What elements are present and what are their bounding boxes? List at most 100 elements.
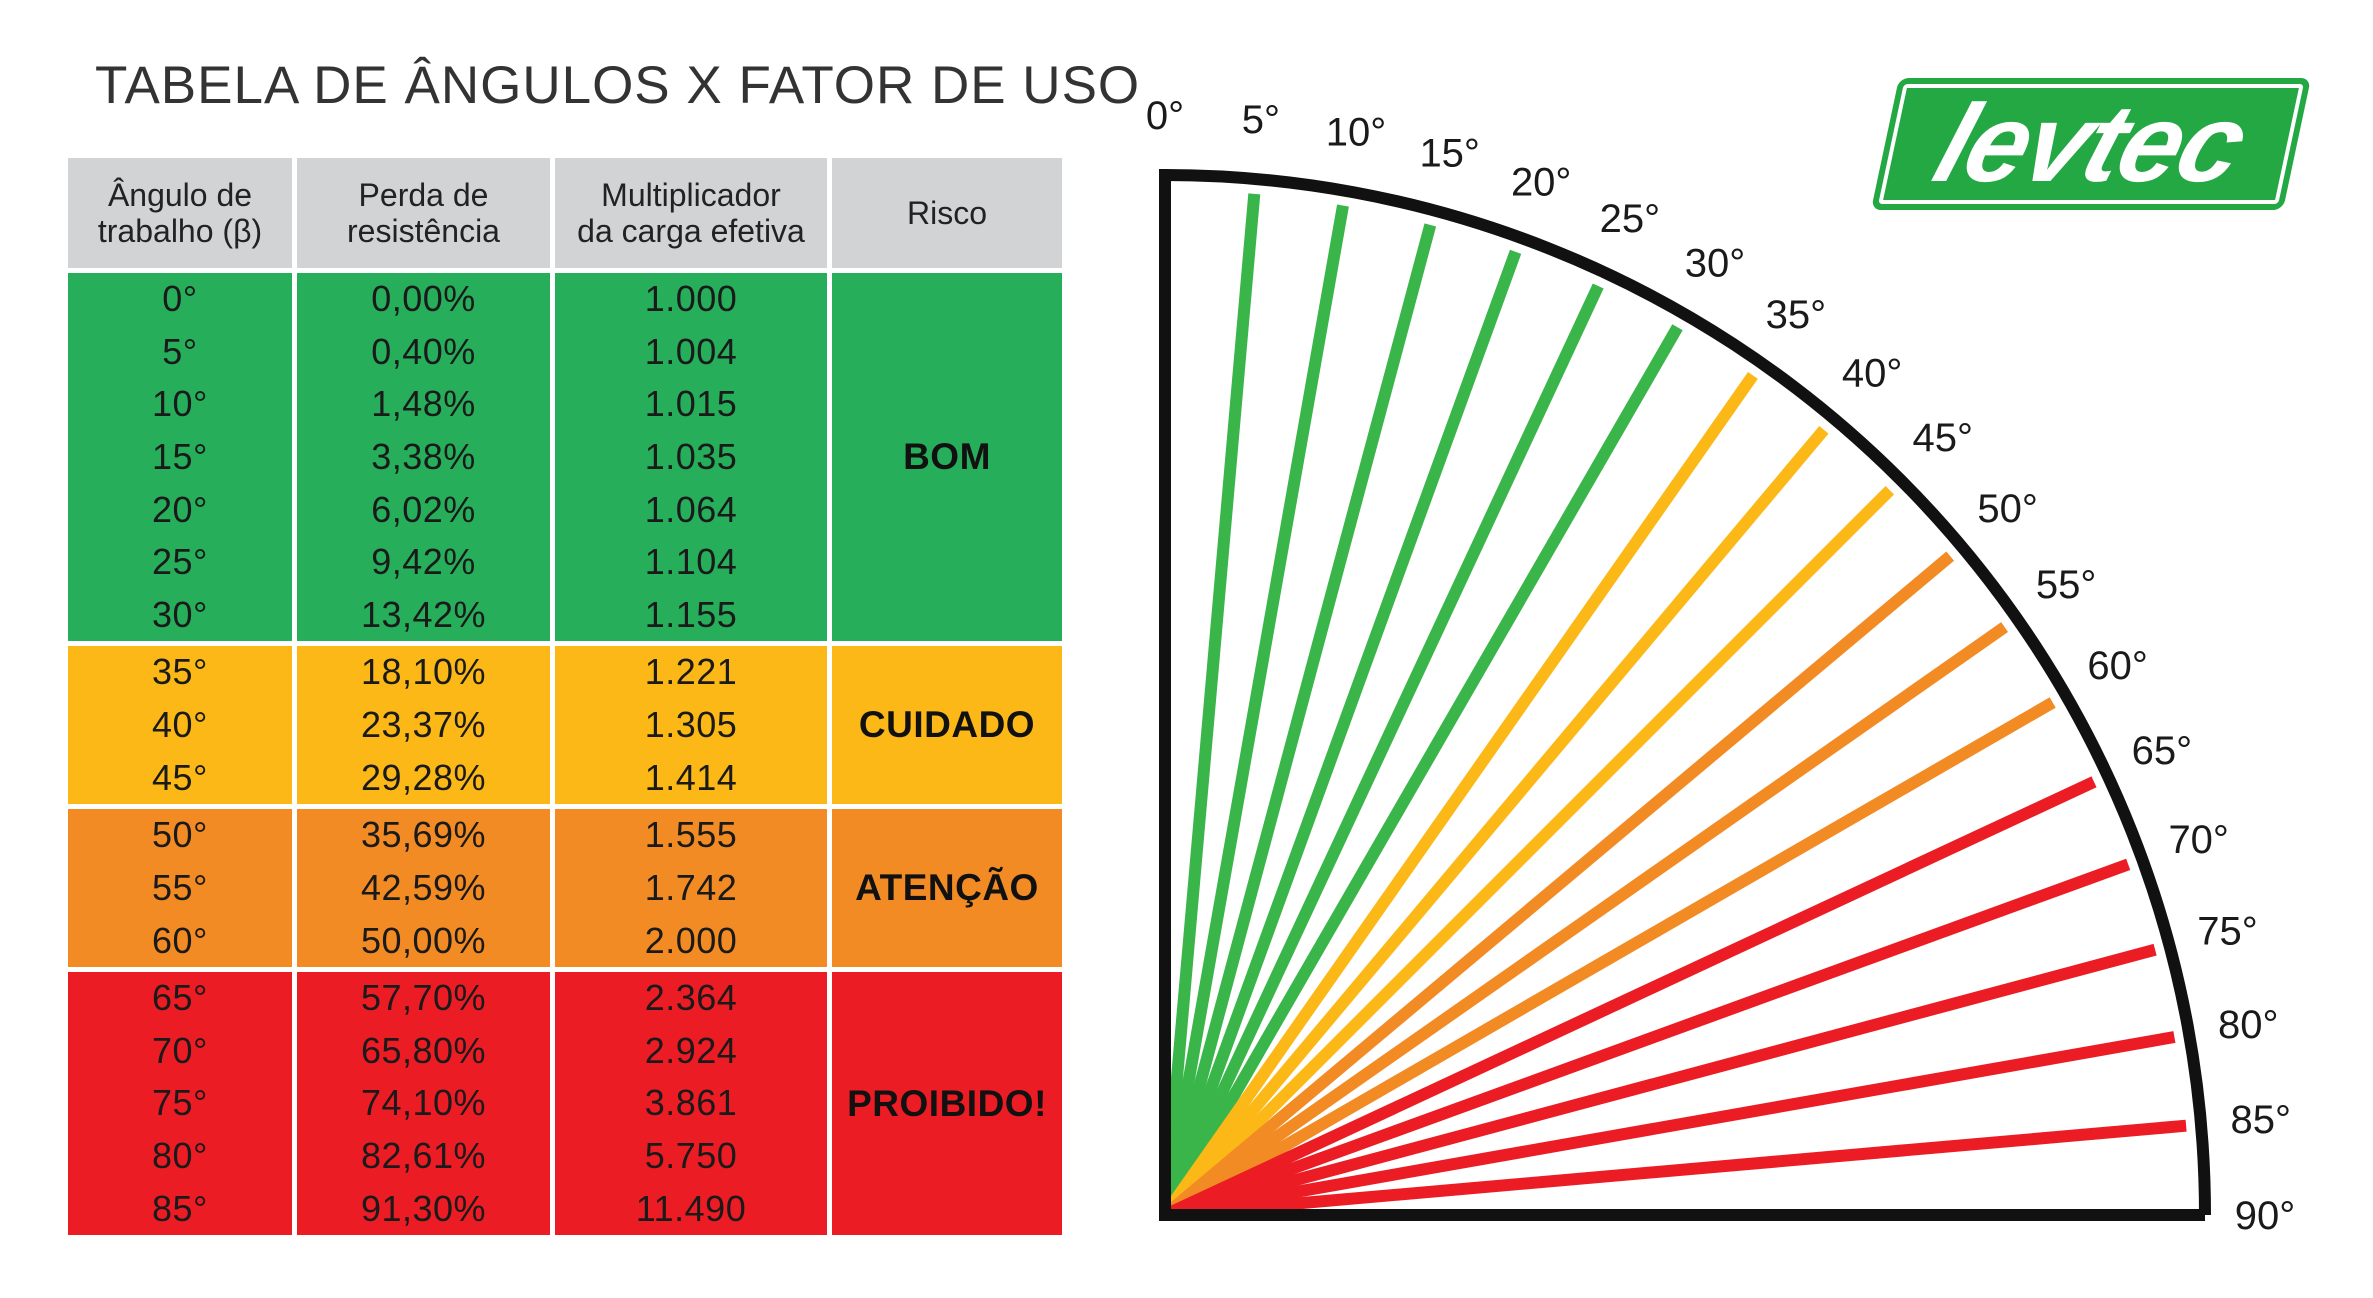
angle-ray-50	[1161, 551, 1955, 1220]
angle-ray-45	[1160, 485, 1895, 1220]
column-angle: 35° 40° 45°	[68, 646, 292, 804]
multiplier-cell: 1.555	[644, 814, 738, 856]
angle-ray-10	[1159, 204, 1349, 1217]
multiplier-cell: 1.000	[644, 278, 738, 320]
loss-cell: 74,10%	[360, 1082, 487, 1124]
quarter-circle-frame	[1159, 168, 2211, 1221]
page-title: TABELA DE ÂNGULOS X FATOR DE USO	[95, 56, 1141, 115]
angle-cell: 55°	[152, 866, 208, 908]
angle-cell: 30°	[152, 593, 208, 635]
angle-label: 40°	[1842, 351, 1903, 395]
angle-label: 85°	[2231, 1098, 2292, 1142]
table-header: Ângulo de trabalho (β) Perda de resistên…	[68, 158, 1067, 268]
loss-cell: 42,59%	[360, 866, 487, 908]
risk-group-bom: 0° 5° 10° 15° 20° 25° 30° 0,00% 0,40% 1,48% 3,38% 6…	[68, 273, 1067, 641]
column-angle: 50° 55° 60°	[68, 809, 292, 967]
multiplier-cell: 1.305	[644, 703, 738, 745]
angle-ray-80	[1163, 1031, 2176, 1221]
angle-cell: 40°	[152, 703, 208, 745]
angle-cell: 75°	[152, 1082, 208, 1124]
multiplier-cell: 1.155	[644, 593, 738, 635]
table-body: 0° 5° 10° 15° 20° 25° 30° 0,00% 0,40% 1,48% 3,38% 6…	[68, 273, 1067, 1235]
header-risk: Risco	[832, 158, 1062, 268]
loss-cell: 6,02%	[371, 488, 476, 530]
angle-label: 75°	[2197, 909, 2258, 953]
multiplier-cell: 1.035	[644, 435, 738, 477]
loss-cell: 65,80%	[360, 1029, 487, 1071]
multiplier-cell: 1.104	[644, 541, 738, 583]
angle-cell: 70°	[152, 1029, 208, 1071]
loss-cell: 0,40%	[371, 330, 476, 372]
angle-label: 0°	[1146, 94, 1184, 138]
angle-label: 65°	[2132, 729, 2193, 773]
angle-cell: 50°	[152, 814, 208, 856]
column-loss: 35,69% 42,59% 50,00%	[297, 809, 550, 967]
loss-cell: 35,69%	[360, 814, 487, 856]
loss-cell: 91,30%	[360, 1187, 487, 1229]
column-angle: 65° 70° 75° 80° 85°	[68, 972, 292, 1235]
logo-text: levtec	[1921, 82, 2261, 205]
column-loss: 57,70% 65,80% 74,10% 82,61% 91,30%	[297, 972, 550, 1235]
angle-label: 55°	[2036, 563, 2097, 607]
risk-cell: CUIDADO	[832, 646, 1062, 804]
angle-cell: 45°	[152, 756, 208, 798]
angle-label: 90°	[2235, 1194, 2296, 1238]
multiplier-cell: 2.924	[644, 1029, 738, 1071]
risk-label: CUIDADO	[858, 704, 1036, 745]
risk-group-atencao: 50° 55° 60° 35,69% 42,59% 50,00% 1.555 1.742 2.0…	[68, 809, 1067, 967]
column-multiplier: 2.364 2.924 3.861 5.750 11.490	[555, 972, 827, 1235]
angle-ray-15	[1159, 223, 1437, 1217]
multiplier-cell: 1.742	[644, 866, 738, 908]
risk-cell: PROIBIDO!	[832, 972, 1062, 1235]
angle-ray-40	[1160, 425, 1829, 1219]
multiplier-cell: 11.490	[635, 1187, 747, 1229]
angle-ray-55	[1161, 622, 2009, 1220]
angle-table: Ângulo de trabalho (β) Perda de resistên…	[68, 158, 1067, 1235]
loss-cell: 29,28%	[360, 756, 487, 798]
levtec-logo: levtec	[1870, 78, 2312, 210]
column-multiplier: 1.221 1.305 1.414	[555, 646, 827, 804]
angle-label: 30°	[1685, 241, 1746, 285]
angle-cell: 60°	[152, 919, 208, 961]
angle-ray-70	[1162, 858, 2131, 1221]
column-angle: 0° 5° 10° 15° 20° 25° 30°	[68, 273, 292, 641]
angle-ray-30	[1159, 324, 1683, 1218]
column-loss: 0,00% 0,40% 1,48% 3,38% 6,02% 9,42% 13,42%	[297, 273, 550, 641]
angle-fan-chart: 0° 5° 10° 15° 20° 25° 30° 35° 40°45°50° 55° 60° 65°…	[1146, 94, 2296, 1238]
angle-cell: 15°	[152, 435, 208, 477]
loss-cell: 18,10%	[360, 651, 487, 693]
angle-ray-35	[1160, 371, 1758, 1219]
angle-label: 10°	[1326, 111, 1387, 155]
loss-cell: 82,61%	[360, 1135, 487, 1177]
angle-ray-20	[1159, 249, 1522, 1218]
loss-cell: 9,42%	[371, 541, 476, 583]
column-multiplier: 1.555 1.742 2.000	[555, 809, 827, 967]
angle-label: 20°	[1511, 160, 1572, 204]
angle-ray-60	[1162, 697, 2056, 1221]
angle-cell: 5°	[162, 330, 198, 372]
risk-cell: BOM	[832, 273, 1062, 641]
header-multiplier: Multiplicador da carga efetiva	[555, 158, 827, 268]
multiplier-cell: 2.000	[644, 919, 738, 961]
loss-cell: 3,38%	[371, 435, 476, 477]
multiplier-cell: 1.221	[644, 651, 738, 693]
angle-cell: 65°	[152, 977, 208, 1019]
angle-cell: 20°	[152, 488, 208, 530]
risk-label: PROIBIDO!	[847, 1082, 1047, 1124]
header-angle: Ângulo de trabalho (β)	[68, 158, 292, 268]
angle-label: 45°	[1913, 416, 1974, 460]
header-loss: Perda de resistência	[297, 158, 550, 268]
multiplier-cell: 1.004	[644, 330, 738, 372]
loss-cell: 0,00%	[371, 278, 476, 320]
multiplier-cell: 1.414	[644, 756, 738, 798]
angle-ray-65	[1162, 776, 2097, 1221]
risk-group-proibido: 65° 70° 75° 80° 85° 57,70% 65,80% 74,10% 82,61% 9…	[68, 972, 1067, 1235]
angle-label: 80°	[2218, 1003, 2279, 1047]
angle-cell: 85°	[152, 1187, 208, 1229]
angle-ray-75	[1163, 943, 2157, 1221]
loss-cell: 13,42%	[360, 593, 487, 635]
angle-ray-85	[1164, 1119, 2187, 1221]
angle-cell: 80°	[152, 1135, 208, 1177]
multiplier-cell: 5.750	[644, 1135, 738, 1177]
angle-cell: 35°	[152, 651, 208, 693]
